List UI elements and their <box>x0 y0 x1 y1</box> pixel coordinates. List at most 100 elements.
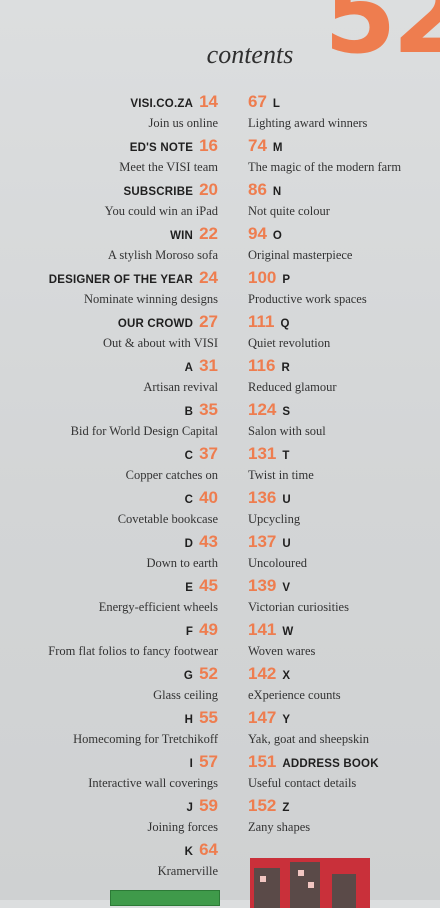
entry-label: K <box>184 846 194 858</box>
contents-entry: 152 Z Zany shapes <box>248 796 438 840</box>
entry-label: U <box>282 494 291 506</box>
entry-description: Interactive wall coverings <box>88 776 218 790</box>
entry-description: Reduced glamour <box>248 380 337 394</box>
page-reference: 22 <box>199 224 218 243</box>
entry-description: Homecoming for Tretchikoff <box>73 732 218 746</box>
contents-entry: 136 U Upcycling <box>248 488 438 532</box>
entry-label: W <box>282 626 294 638</box>
entry-label: M <box>272 142 283 154</box>
entry-label: T <box>282 450 290 462</box>
entry-heading: 147 Y <box>248 708 438 730</box>
entry-description: Quiet revolution <box>248 336 331 350</box>
entry-description: Woven wares <box>248 644 316 658</box>
contents-entry: K 64 Kramerville <box>0 840 218 884</box>
entry-description: Twist in time <box>248 468 314 482</box>
page-reference: 37 <box>199 444 218 463</box>
entry-heading: 139 V <box>248 576 438 598</box>
entry-heading: H 55 <box>0 708 218 730</box>
contents-left-column: VISI.CO.ZA 14 Join us online ED'S NOTE 16 Mee… <box>0 92 218 884</box>
page-reference: 116 <box>248 356 276 375</box>
entry-description: Original masterpiece <box>248 248 353 262</box>
entry-label: E <box>185 582 194 594</box>
entry-label: DESIGNER OF THE YEAR <box>48 274 194 286</box>
thumbnail-image <box>250 858 370 908</box>
entry-label: SUBSCRIBE <box>123 186 194 198</box>
entry-heading: 136 U <box>248 488 438 510</box>
entry-description: You could win an iPad <box>104 204 218 218</box>
page-reference: 124 <box>248 400 277 419</box>
entry-heading: 124 S <box>248 400 438 422</box>
contents-entry: G 52 Glass ceiling <box>0 664 218 708</box>
entry-description: Not quite colour <box>248 204 330 218</box>
entry-heading: 131 T <box>248 444 438 466</box>
entry-description: Nominate winning designs <box>83 292 218 306</box>
entry-description: Kramerville <box>157 864 218 878</box>
page-reference: 45 <box>199 576 218 595</box>
contents-entry: B 35 Bid for World Design Capital <box>0 400 218 444</box>
entry-description: Joining forces <box>147 820 218 834</box>
entry-label: ADDRESS BOOK <box>282 758 379 770</box>
entry-heading: C 40 <box>0 488 218 510</box>
contents-entry: 100 P Productive work spaces <box>248 268 438 312</box>
page-title: contents <box>206 40 294 69</box>
entry-label: I <box>189 758 194 770</box>
page-reference: 20 <box>199 180 218 199</box>
page-reference: 94 <box>248 224 267 243</box>
entry-label: VISI.CO.ZA <box>130 98 194 110</box>
contents-entry: WIN 22 A stylish Moroso sofa <box>0 224 218 268</box>
entry-label: OUR CROWD <box>117 318 194 330</box>
contents-entry: 131 T Twist in time <box>248 444 438 488</box>
entry-heading: G 52 <box>0 664 218 686</box>
contents-entry: C 37 Copper catches on <box>0 444 218 488</box>
contents-entry: 151 ADDRESS BOOK Useful contact details <box>248 752 438 796</box>
entry-label: S <box>282 406 291 418</box>
entry-description: Zany shapes <box>248 820 311 834</box>
contents-entry: ED'S NOTE 16 Meet the VISI team <box>0 136 218 180</box>
entry-heading: 86 N <box>248 180 438 202</box>
entry-description: Out & about with VISI <box>102 336 218 350</box>
entry-description: Yak, goat and sheepskin <box>248 732 369 746</box>
page-reference: 59 <box>199 796 218 815</box>
entry-description: Productive work spaces <box>248 292 367 306</box>
page-reference: 27 <box>199 312 218 331</box>
entry-label: U <box>282 538 291 550</box>
entry-description: From flat folios to fancy footwear <box>48 644 218 658</box>
page-reference: 151 <box>248 752 277 771</box>
entry-description: Lighting award winners <box>248 116 368 130</box>
page-reference: 111 <box>248 312 275 331</box>
entry-heading: 137 U <box>248 532 438 554</box>
entry-label: WIN <box>170 230 194 242</box>
entry-label: O <box>272 230 283 242</box>
page-reference: 16 <box>199 136 218 155</box>
entry-description: Bid for World Design Capital <box>70 424 218 438</box>
page-reference: 31 <box>199 356 218 375</box>
thumbnail-image <box>110 890 220 906</box>
page-reference: 14 <box>199 92 218 111</box>
contents-entry: I 57 Interactive wall coverings <box>0 752 218 796</box>
entry-label: A <box>184 362 194 374</box>
contents-entry: 137 U Uncoloured <box>248 532 438 576</box>
contents-entry: 74 M The magic of the modern farm <box>248 136 438 180</box>
entry-heading: OUR CROWD 27 <box>0 312 218 334</box>
contents-entry: 94 O Original masterpiece <box>248 224 438 268</box>
entry-heading: 142 X <box>248 664 438 686</box>
entry-heading: ED'S NOTE 16 <box>0 136 218 158</box>
contents-entry: SUBSCRIBE 20 You could win an iPad <box>0 180 218 224</box>
entry-heading: A 31 <box>0 356 218 378</box>
contents-entry: C 40 Covetable bookcase <box>0 488 218 532</box>
entry-heading: 151 ADDRESS BOOK <box>248 752 438 774</box>
entry-heading: I 57 <box>0 752 218 774</box>
entry-label: J <box>186 802 194 814</box>
page-reference: 67 <box>248 92 267 111</box>
entry-heading: B 35 <box>0 400 218 422</box>
entry-description: Artisan revival <box>143 380 218 394</box>
contents-entry: 111 Q Quiet revolution <box>248 312 438 356</box>
entry-description: A stylish Moroso sofa <box>107 248 218 262</box>
contents-entry: H 55 Homecoming for Tretchikoff <box>0 708 218 752</box>
entry-description: Meet the VISI team <box>119 160 218 174</box>
contents-entry: OUR CROWD 27 Out & about with VISI <box>0 312 218 356</box>
entry-label: X <box>282 670 291 682</box>
entry-label: G <box>183 670 194 682</box>
contents-entry: D 43 Down to earth <box>0 532 218 576</box>
page-reference: 24 <box>199 268 218 287</box>
